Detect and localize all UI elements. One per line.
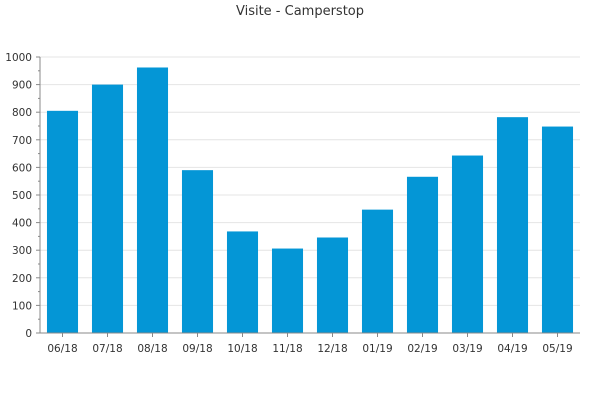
y-tick-label: 700: [12, 135, 32, 147]
axes: [36, 56, 580, 337]
y-tick-label: 400: [12, 218, 32, 230]
x-tick-label: 11/18: [272, 343, 302, 355]
y-tick-label: 1000: [5, 52, 32, 64]
bar-12-18: [316, 237, 349, 333]
y-tick-label: 0: [25, 328, 32, 340]
x-tick-label: 02/19: [407, 343, 437, 355]
x-tick-label: 12/18: [317, 343, 347, 355]
y-tick-label: 500: [12, 190, 32, 202]
bar-09-18: [181, 170, 214, 333]
bar-07-18: [91, 84, 124, 333]
x-tick-label: 10/18: [227, 343, 257, 355]
x-tick-label: 06/18: [47, 343, 77, 355]
y-tick-label: 800: [12, 107, 32, 119]
y-tick-label: 100: [12, 300, 32, 312]
y-tick-label: 300: [12, 245, 32, 257]
x-tick-label: 04/19: [497, 343, 527, 355]
chart-title: Visite - Camperstop: [235, 4, 365, 19]
y-tick-label: 900: [12, 80, 32, 92]
x-tick-labels: 06/18 07/18 08/18 09/18 10/18 11/18 12/18 01/19…: [47, 343, 572, 355]
x-tick-label: 07/18: [92, 343, 122, 355]
bar-05-19: [541, 126, 574, 333]
x-tick-label: 05/19: [542, 343, 572, 355]
bars: [46, 67, 574, 333]
bar-02-19: [406, 176, 439, 333]
y-tick-label: 200: [12, 273, 32, 285]
bar-04-19: [496, 117, 529, 333]
x-tick-label: 08/18: [137, 343, 167, 355]
bar-08-18: [136, 67, 169, 333]
x-tick-label: 01/19: [362, 343, 392, 355]
grid-lines: [40, 56, 580, 306]
x-tick-label: 03/19: [452, 343, 482, 355]
y-tick-label: 600: [12, 162, 32, 174]
bar-10-18: [226, 231, 259, 333]
bar-03-19: [451, 155, 484, 333]
bar-11-18: [271, 248, 304, 333]
bar-06-18: [46, 110, 79, 333]
bar-01-19: [361, 209, 394, 333]
y-tick-labels: 0 100 200 300 400 500 600 700 800 900 1000: [5, 52, 32, 340]
x-tick-label: 09/18: [182, 343, 212, 355]
